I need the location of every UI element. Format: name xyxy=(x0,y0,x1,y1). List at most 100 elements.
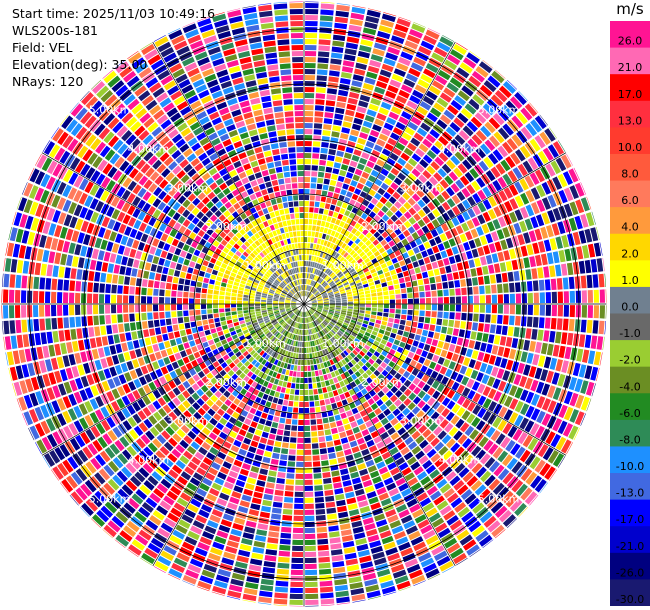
radar-gate xyxy=(225,54,238,63)
radar-gate xyxy=(4,258,12,272)
radar-gate xyxy=(352,74,364,82)
radar-gate xyxy=(295,341,298,347)
radar-gate xyxy=(407,477,419,487)
radar-gate xyxy=(398,462,409,471)
radar-gate xyxy=(222,278,228,283)
radar-gate xyxy=(455,418,465,429)
radar-gate xyxy=(302,330,304,336)
radar-gate xyxy=(291,306,297,309)
radar-gate xyxy=(127,341,134,351)
radar-gate xyxy=(178,414,188,423)
radar-gate xyxy=(460,347,468,356)
radar-gate xyxy=(373,164,382,173)
radar-gate xyxy=(282,436,290,443)
radar-gate xyxy=(257,474,267,481)
radar-gate xyxy=(281,343,286,349)
radar-gate xyxy=(69,437,81,451)
radar-gate xyxy=(365,310,371,315)
radar-gate xyxy=(305,279,307,285)
radar-gate xyxy=(293,515,304,521)
radar-gate xyxy=(183,189,192,198)
radar-gate xyxy=(393,339,400,346)
radar-gate xyxy=(261,308,267,311)
radar-gate xyxy=(255,294,261,297)
radar-gate xyxy=(40,173,51,188)
radar-gate xyxy=(573,427,580,441)
radar-gate xyxy=(446,351,454,360)
radar-gate xyxy=(382,386,390,394)
radar-gate xyxy=(212,158,222,167)
radar-gate xyxy=(369,373,377,381)
radar-gate xyxy=(265,200,272,207)
radar-gate xyxy=(280,69,291,76)
radar-gate xyxy=(201,427,211,436)
radar-gate xyxy=(227,149,237,158)
radar-gate xyxy=(156,334,163,343)
radar-gate xyxy=(347,354,353,361)
radar-gate xyxy=(225,292,231,296)
radar-gate xyxy=(269,267,275,273)
radar-gate xyxy=(517,431,528,445)
radar-gate xyxy=(378,574,393,583)
radar-gate xyxy=(290,282,294,288)
radar-gate xyxy=(320,314,326,318)
radar-gate xyxy=(345,315,352,319)
radar-gate xyxy=(315,514,326,521)
radar-gate xyxy=(219,107,230,116)
radar-gate xyxy=(288,400,294,407)
radar-gate xyxy=(377,308,383,312)
radar-gate xyxy=(257,443,266,450)
radar-gate xyxy=(288,292,294,296)
radar-gate xyxy=(285,317,290,322)
radar-gate xyxy=(300,365,304,371)
radar-gate xyxy=(310,341,313,347)
radar-gate xyxy=(296,377,300,383)
radar-gate xyxy=(342,480,352,487)
radar-gate xyxy=(6,351,15,366)
radar-gate xyxy=(400,514,413,524)
radar-gate xyxy=(268,349,274,355)
radar-gate xyxy=(317,171,325,178)
radar-gate xyxy=(243,368,250,375)
radar-gate xyxy=(334,584,349,592)
radar-gate xyxy=(313,275,317,281)
radar-gate xyxy=(163,383,172,393)
radar-gate xyxy=(457,506,470,518)
radar-gate xyxy=(358,313,365,317)
radar-gate xyxy=(251,284,258,289)
radar-gate xyxy=(219,466,230,475)
radar-gate xyxy=(233,202,241,210)
radar-gate xyxy=(389,313,395,318)
radar-gate xyxy=(350,86,361,94)
radar-gate xyxy=(428,422,438,432)
radar-gate xyxy=(222,426,231,435)
radar-gate xyxy=(231,219,239,227)
radar-gate xyxy=(453,430,463,441)
radar-gate xyxy=(313,243,317,250)
radar-gate xyxy=(197,370,205,379)
radar-gate xyxy=(276,197,282,204)
radar-gate xyxy=(259,437,268,444)
radar-gate xyxy=(269,377,275,384)
radar-gate xyxy=(255,247,261,254)
radar-gate xyxy=(119,160,130,172)
radar-gate xyxy=(183,148,193,158)
radar-gate xyxy=(393,531,406,540)
radar-gate xyxy=(358,315,364,320)
radar-gate xyxy=(431,400,441,410)
radar-gate xyxy=(269,76,280,83)
radar-gate xyxy=(359,94,371,103)
radar-gate xyxy=(417,380,426,389)
radar-gate xyxy=(304,342,307,347)
radar-gate xyxy=(316,183,323,190)
radar-gate xyxy=(137,398,146,409)
radar-gate xyxy=(268,193,276,200)
radar-gate xyxy=(283,503,293,509)
radar-gate xyxy=(200,304,207,309)
radar-gate xyxy=(142,134,154,145)
radar-gate xyxy=(247,324,253,329)
radar-gate xyxy=(426,407,435,417)
radar-gate xyxy=(285,271,290,277)
radar-gate xyxy=(502,472,514,485)
radar-gate xyxy=(86,350,94,361)
